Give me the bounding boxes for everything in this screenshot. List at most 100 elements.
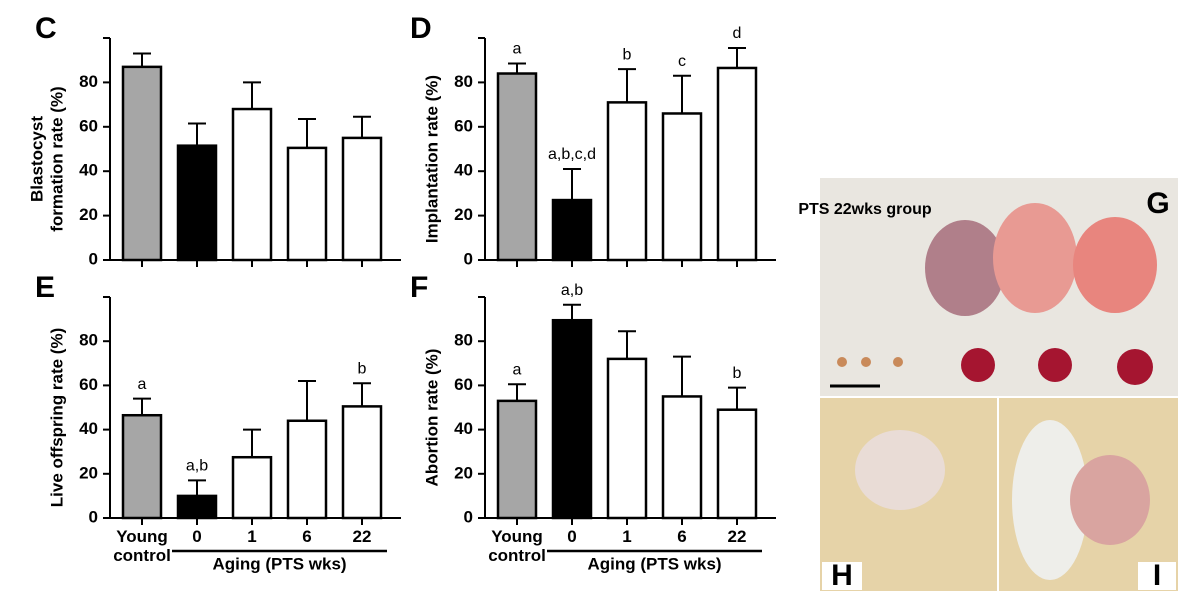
bar	[176, 494, 218, 520]
pups	[855, 430, 945, 510]
bar-annotation: b	[623, 46, 632, 63]
photo-i: I	[999, 398, 1178, 592]
placenta	[1117, 349, 1153, 385]
x-tick-label-text: 22	[727, 527, 747, 546]
bar-annotation: d	[733, 25, 742, 42]
bar	[231, 455, 273, 520]
y-tick-label: 60	[454, 116, 473, 135]
bar	[286, 419, 328, 520]
y-tick-label: 20	[79, 463, 98, 482]
bar-annotation: a,b	[561, 282, 583, 299]
embryo	[837, 357, 847, 367]
embryo	[893, 357, 903, 367]
bar	[496, 399, 538, 520]
bar	[551, 318, 593, 520]
x-tick-label: 6	[302, 527, 312, 546]
y-tick-label: 80	[454, 331, 473, 350]
bar-annotation: c	[678, 53, 686, 70]
bar	[341, 405, 383, 520]
y-axis-label: Live offspring rate (%)	[47, 328, 66, 507]
x-tick-label: 22	[727, 527, 747, 546]
x-tick-label-text: Young control	[113, 527, 171, 565]
x-tick-label: 22	[352, 527, 372, 546]
panel-label: E	[35, 271, 55, 304]
bar	[716, 66, 758, 262]
pup	[993, 203, 1077, 313]
y-tick-label: 40	[79, 419, 98, 438]
bar-annotation: a	[138, 376, 147, 393]
embryo	[861, 357, 871, 367]
x-tick-label: 1	[622, 527, 632, 546]
x-tick-label: 1	[247, 527, 257, 546]
y-tick-label: 60	[454, 375, 473, 394]
bar	[661, 112, 703, 262]
x-tick-label-text: 22	[352, 527, 372, 546]
y-tick-label: 60	[79, 375, 98, 394]
panel-label: C	[35, 12, 57, 45]
bar	[286, 146, 328, 262]
y-tick-label: 40	[454, 161, 473, 180]
photo-caption: PTS 22wks group	[798, 201, 932, 218]
label-box	[1138, 562, 1176, 590]
pup	[1073, 217, 1157, 313]
panel-label: G	[1146, 187, 1169, 220]
y-tick-label: 60	[79, 116, 98, 135]
y-axis-label: Implantation rate (%)	[422, 75, 441, 243]
bar-annotation: a	[513, 41, 522, 58]
y-tick-label: 40	[79, 161, 98, 180]
pup	[925, 220, 1005, 316]
y-tick-label: 0	[89, 507, 98, 526]
panel-label: I	[1153, 559, 1161, 592]
y-tick-label: 20	[454, 463, 473, 482]
x-tick-label: Young control	[488, 527, 546, 565]
x-tick-label-text: 6	[677, 527, 687, 546]
y-axis-label: Blastocyst	[27, 116, 46, 202]
x-tick-label: 0	[192, 527, 202, 546]
placenta	[961, 348, 995, 382]
x-tick-label-text: 1	[622, 527, 632, 546]
bar-annotation: a	[513, 362, 522, 379]
bar-annotation: b	[733, 365, 742, 382]
mouse	[1012, 420, 1088, 580]
bar	[176, 144, 218, 262]
bar-annotation: a,b	[186, 458, 208, 475]
y-tick-label: 0	[464, 507, 473, 526]
bar-annotation: a,b,c,d	[548, 146, 596, 163]
x-tick-label-text: 0	[567, 527, 577, 546]
bar	[661, 395, 703, 520]
photo-h: H	[820, 398, 997, 592]
bar	[606, 101, 648, 262]
panel-label: D	[410, 12, 432, 45]
bar-annotation: b	[358, 360, 367, 377]
x-tick-label: 6	[677, 527, 687, 546]
y-tick-label: 40	[454, 419, 473, 438]
placenta	[1038, 348, 1072, 382]
bar	[121, 413, 163, 520]
y-tick-label: 0	[464, 249, 473, 268]
y-axis-label: formation rate (%)	[47, 86, 66, 231]
x-tick-label-text: 1	[247, 527, 257, 546]
y-tick-label: 80	[79, 331, 98, 350]
bar	[496, 72, 538, 262]
bar	[716, 408, 758, 520]
y-axis-label: Abortion rate (%)	[422, 349, 441, 487]
y-tick-label: 0	[89, 249, 98, 268]
x-tick-label-text: 6	[302, 527, 312, 546]
label-box	[822, 562, 862, 590]
group-label: Aging (PTS wks)	[587, 554, 721, 573]
bar	[231, 107, 273, 262]
y-tick-label: 20	[79, 205, 98, 224]
bar	[341, 136, 383, 262]
group-label: Aging (PTS wks)	[212, 554, 346, 573]
pups	[1070, 455, 1150, 545]
panel-label: H	[831, 559, 853, 592]
x-tick-label: Young control	[113, 527, 171, 565]
bar	[606, 357, 648, 520]
x-tick-label-text: 0	[192, 527, 202, 546]
y-tick-label: 80	[454, 72, 473, 91]
bar	[551, 198, 593, 262]
x-tick-label: 0	[567, 527, 577, 546]
y-tick-label: 80	[79, 72, 98, 91]
panel-label: F	[410, 271, 428, 304]
